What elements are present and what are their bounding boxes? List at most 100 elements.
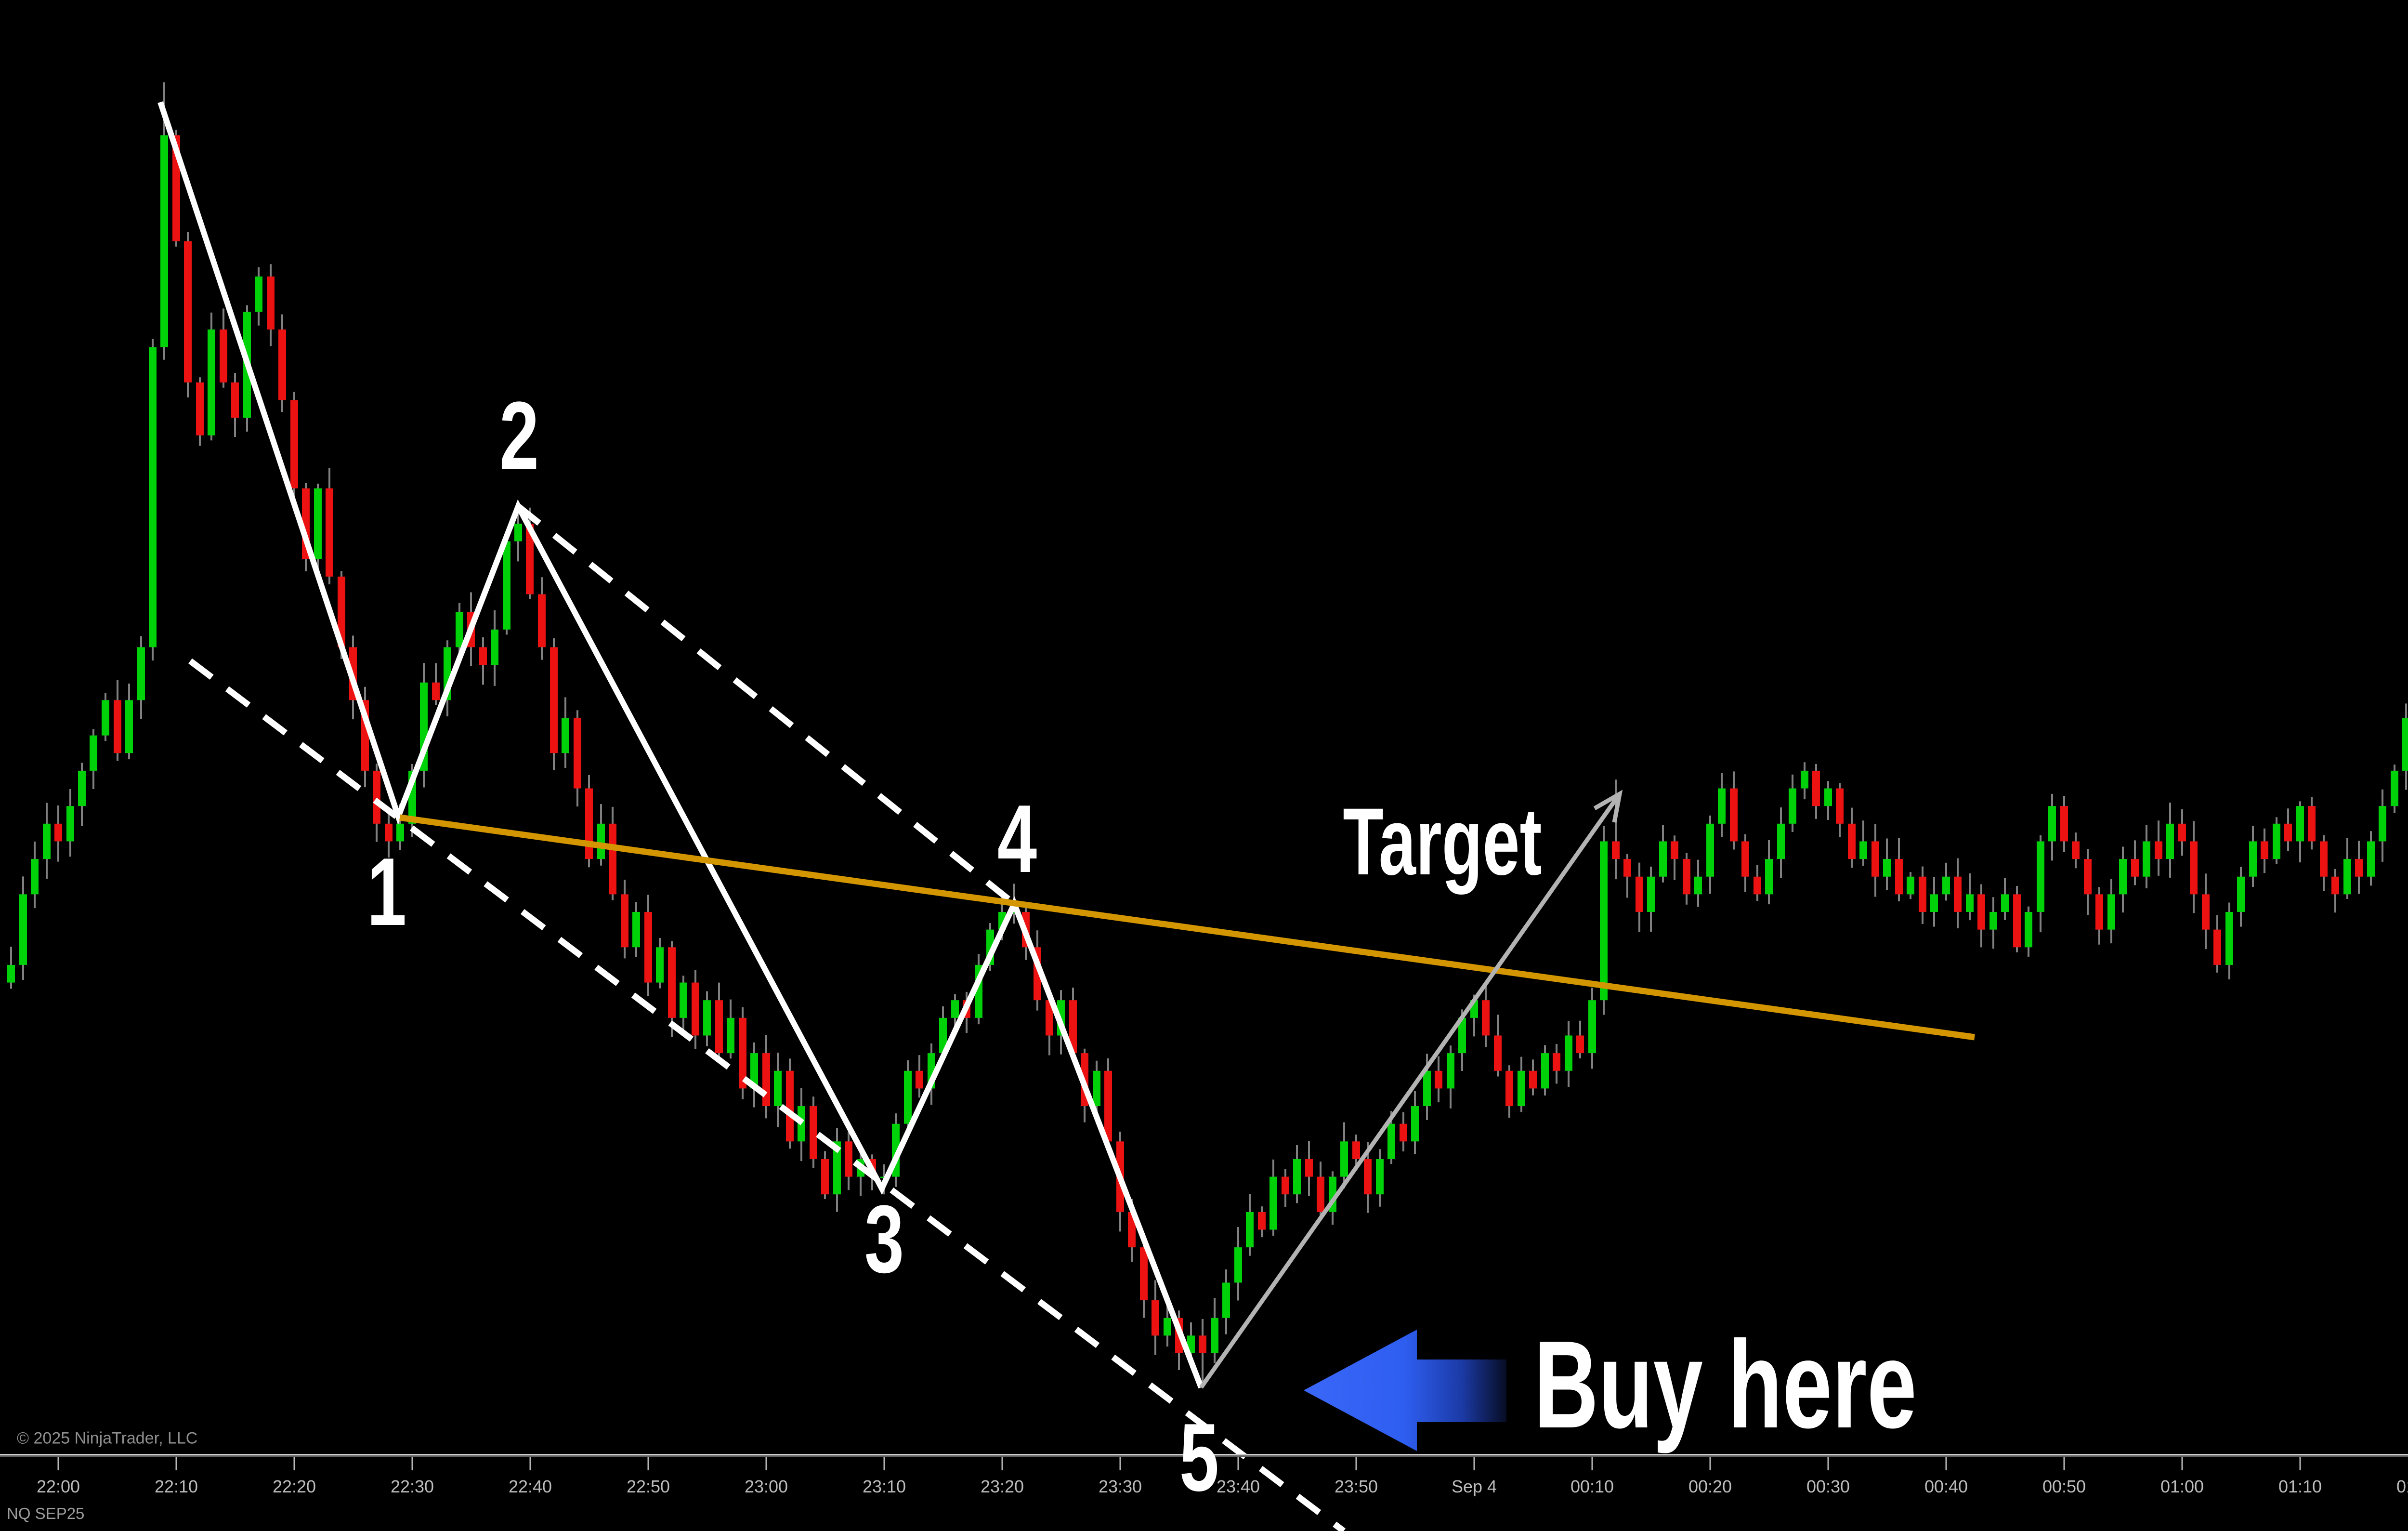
- candle-body: [1612, 841, 1620, 859]
- candle-body: [1340, 1141, 1348, 1177]
- candle-body: [2037, 841, 2044, 912]
- candle-body: [1706, 823, 1714, 877]
- wave-label-4[interactable]: 4: [997, 785, 1037, 893]
- candle-body: [1387, 1123, 1395, 1159]
- candle-body: [632, 912, 640, 948]
- candle-body: [326, 488, 333, 577]
- candle-body: [514, 523, 522, 541]
- candle-body: [338, 576, 345, 647]
- candle-body: [1848, 823, 1856, 859]
- wedge-lower-dashed-trendline[interactable]: [188, 658, 1346, 1531]
- candle-body: [456, 612, 463, 647]
- candle-body: [2213, 929, 2221, 965]
- candle-body: [396, 823, 404, 842]
- candle-body: [2402, 717, 2408, 771]
- candle-body: [821, 1159, 829, 1195]
- buy-here-arrow[interactable]: [1304, 1330, 1506, 1451]
- candle-body: [951, 1000, 959, 1018]
- candle-body: [2107, 894, 2115, 930]
- candle-body: [1093, 1070, 1100, 1107]
- candle-body: [1269, 1176, 1277, 1230]
- candle-body: [2284, 823, 2292, 842]
- time-tick-label: 23:50: [1335, 1477, 1378, 1496]
- wave-label-2[interactable]: 2: [499, 382, 539, 489]
- candle-body: [432, 682, 440, 700]
- candle-body: [1930, 894, 1938, 912]
- candle-body: [2013, 894, 2021, 948]
- candle-body: [1801, 770, 1808, 789]
- candle-body: [1588, 1000, 1596, 1054]
- candle-body: [1411, 1106, 1419, 1142]
- candle-body: [1694, 876, 1702, 895]
- candle-body: [2202, 894, 2210, 930]
- candle-body: [538, 594, 546, 647]
- wave-label-5[interactable]: 5: [1179, 1404, 1219, 1511]
- time-tick-label: 22:10: [155, 1477, 198, 1496]
- candle-body: [715, 1000, 723, 1054]
- candle-body: [385, 823, 393, 842]
- time-tick-label: 01:10: [2278, 1477, 2322, 1496]
- candle-body: [1977, 894, 1985, 930]
- candle-body: [1859, 841, 1867, 859]
- time-tick-label: 23:10: [863, 1477, 906, 1496]
- candle-body: [1730, 788, 1738, 842]
- candle-body: [2355, 859, 2363, 877]
- candle-body: [1765, 859, 1773, 895]
- candle-body: [1553, 1053, 1560, 1071]
- target-label[interactable]: Target: [1343, 788, 1542, 895]
- candle-body: [1529, 1070, 1537, 1089]
- candle-body: [1234, 1247, 1242, 1283]
- candle-body: [1152, 1300, 1159, 1336]
- candle-body: [939, 1017, 947, 1054]
- candle-body: [7, 964, 15, 983]
- time-tick-label: 00:10: [1570, 1477, 1614, 1496]
- candle-body: [810, 1106, 817, 1159]
- time-tick-label: 01:20: [2396, 1477, 2408, 1496]
- time-tick-label: 22:20: [273, 1477, 316, 1496]
- candle-body: [2261, 841, 2268, 859]
- candle-body: [1282, 1176, 1289, 1195]
- time-tick-label: 01:00: [2160, 1477, 2204, 1496]
- candle-body: [1423, 1070, 1431, 1107]
- candle-body: [1966, 894, 1974, 912]
- candle-body: [1046, 1000, 1053, 1036]
- wave-label-1[interactable]: 1: [366, 838, 407, 946]
- resistance-trendline[interactable]: [399, 814, 1975, 1041]
- candle-body: [2225, 912, 2233, 965]
- candle-body: [2155, 841, 2162, 859]
- time-tick-label: 00:50: [2042, 1477, 2086, 1496]
- candle-body: [231, 382, 239, 418]
- copyright-watermark: © 2025 NinjaTrader, LLC: [17, 1429, 198, 1448]
- candle-body: [597, 823, 605, 859]
- candle-body: [137, 647, 145, 700]
- wedge-zigzag-line[interactable]: [157, 101, 1204, 1389]
- candle-body: [1907, 876, 1914, 895]
- candle-body: [220, 329, 227, 383]
- wave-label-3[interactable]: 3: [864, 1186, 904, 1293]
- wedge-upper-dashed-trendline[interactable]: [516, 503, 1017, 907]
- candle-body: [680, 982, 687, 1018]
- time-tick-label: 23:30: [1099, 1477, 1142, 1496]
- time-axis[interactable]: 22:00 22:10 22:20 22:30 22:40 22:50 23:00 23:10…: [0, 1454, 2408, 1496]
- candle-body: [1447, 1053, 1454, 1089]
- candle-body: [2379, 806, 2386, 842]
- time-tick-label: 22:30: [391, 1477, 434, 1496]
- buy-here-label[interactable]: Buy here: [1534, 1315, 1917, 1454]
- candle-body: [1293, 1159, 1301, 1195]
- candle-body: [1942, 876, 1950, 895]
- candle-body: [2308, 806, 2316, 842]
- target-projection-arrow[interactable]: [1199, 790, 1623, 1389]
- candle-body: [1482, 1000, 1490, 1036]
- candle-body: [43, 823, 51, 859]
- time-tick-label: 23:00: [745, 1477, 788, 1496]
- candle-body: [1246, 1212, 1254, 1248]
- candle-body: [644, 912, 652, 983]
- candle-body: [609, 823, 616, 895]
- candle-body: [2048, 806, 2056, 842]
- candle-body: [1317, 1176, 1324, 1212]
- candle-body: [102, 700, 109, 736]
- candle-body: [1494, 1035, 1502, 1071]
- candle-body: [267, 276, 275, 330]
- candle-body: [255, 276, 262, 312]
